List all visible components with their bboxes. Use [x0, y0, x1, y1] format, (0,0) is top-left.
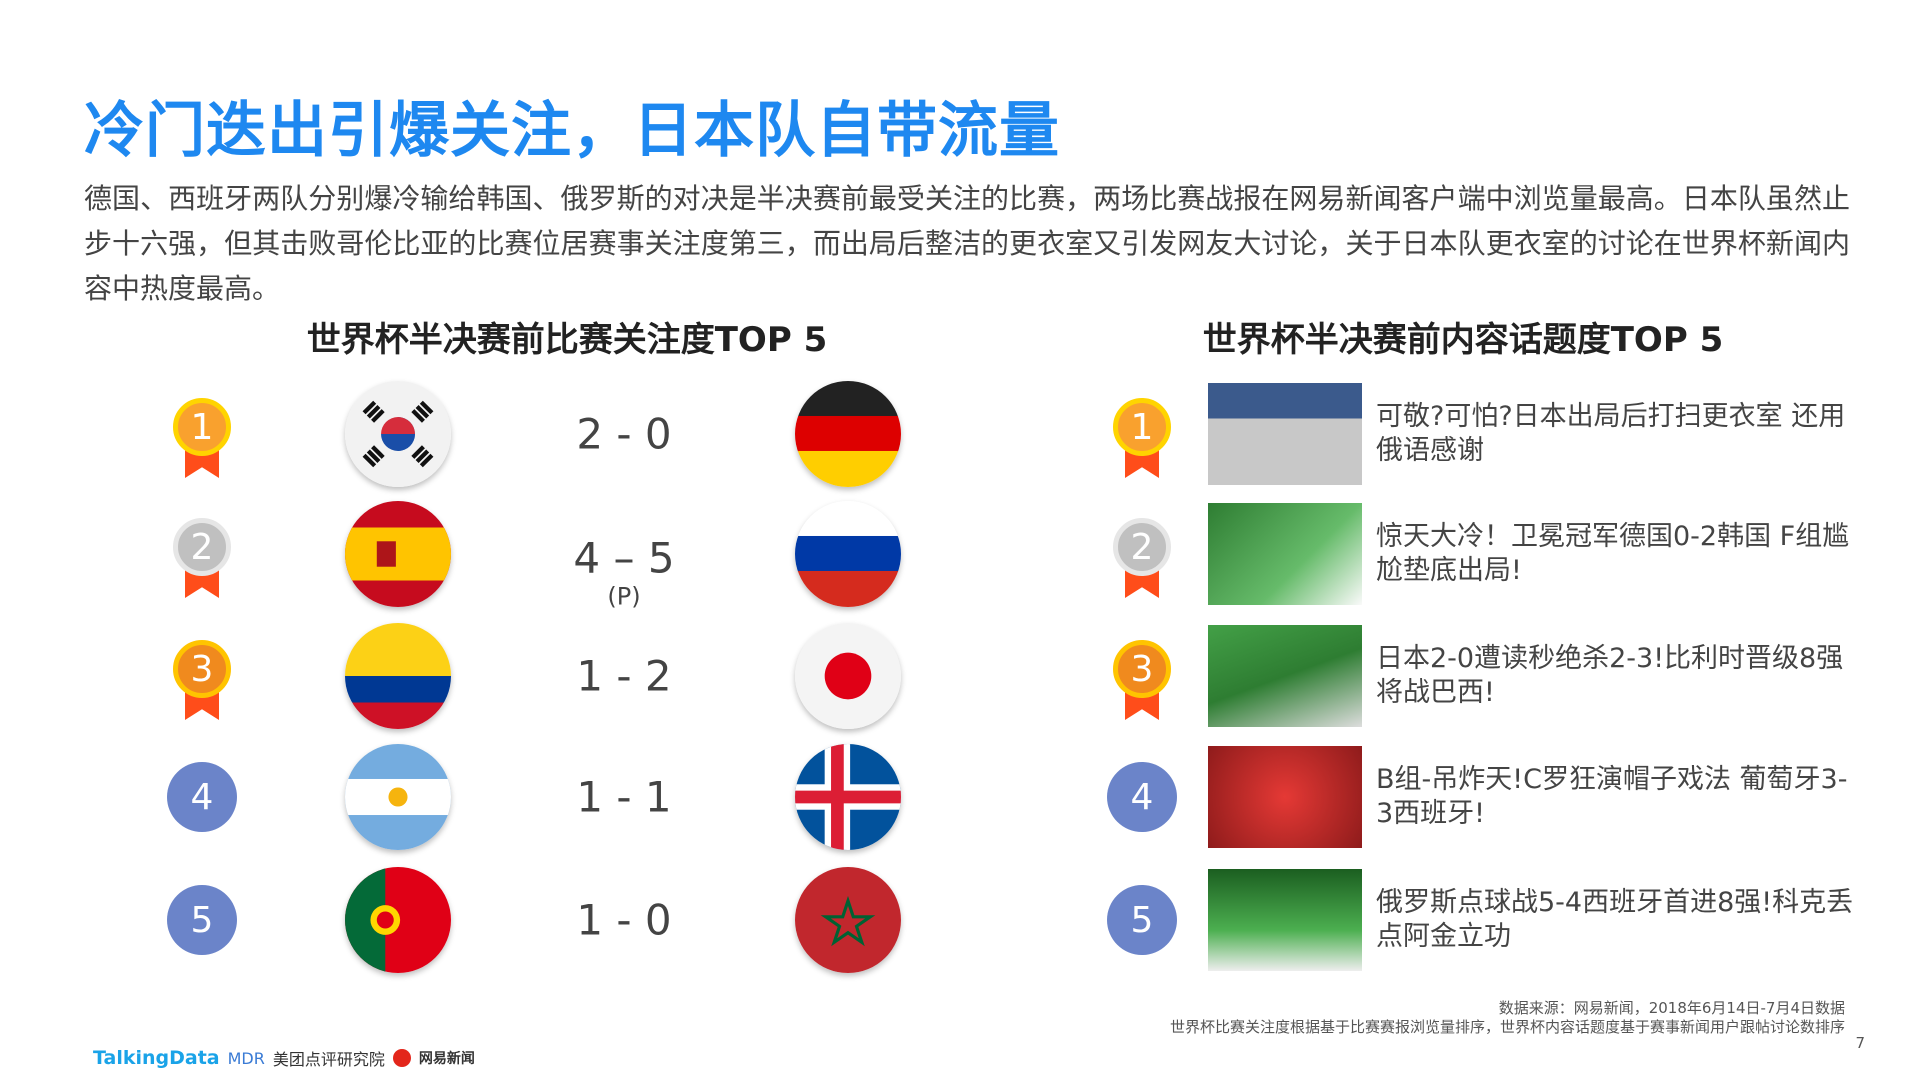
news-headline[interactable]: 可敬?可怕?日本出局后打扫更衣室 还用俄语感谢 — [1376, 401, 1846, 466]
rank-badge: 4 — [167, 762, 237, 832]
news-photo[interactable] — [1208, 503, 1362, 605]
partner-logos: TalkingData MDR 美团点评研究院 网易新闻 — [93, 1046, 475, 1070]
match-score: 4 – 5 (P) — [573, 533, 675, 611]
news-photo[interactable] — [1208, 383, 1362, 485]
netease-icon — [392, 1049, 411, 1067]
medal-icon: 3 — [167, 640, 237, 730]
news-photo[interactable] — [1208, 625, 1362, 727]
match-score: 1 - 2 — [576, 651, 672, 701]
news-headline[interactable]: 俄罗斯点球战5-4西班牙首进8强!科克丢点阿金立功 — [1376, 887, 1854, 952]
right-section-title: 世界杯半决赛前内容话题度TOP 5 — [1202, 320, 1724, 360]
rank-number: 3 — [1113, 640, 1171, 698]
news-headline[interactable]: B组-吊炸天!C罗狂演帽子戏法 葡萄牙3-3西班牙! — [1376, 764, 1848, 829]
medal-icon: 1 — [1107, 398, 1177, 488]
flag-argentina-icon — [345, 744, 451, 850]
netease-logo: 网易新闻 — [418, 1051, 475, 1067]
rank-badge: 5 — [167, 885, 237, 955]
news-photo[interactable] — [1208, 869, 1362, 971]
page-number: 7 — [1855, 1034, 1865, 1052]
news-photo[interactable] — [1208, 746, 1362, 848]
rank-badge: 4 — [1107, 762, 1177, 832]
meituan-logo: 美团点评研究院 — [272, 1050, 385, 1069]
flag-germany-icon — [795, 381, 901, 487]
flag-colombia-icon — [345, 623, 451, 729]
flag-portugal-icon — [345, 867, 451, 973]
mdr-logo: MDR — [227, 1048, 265, 1068]
flag-morocco-icon — [795, 867, 901, 973]
rank-number: 2 — [1113, 518, 1171, 576]
medal-icon: 1 — [167, 398, 237, 488]
penalty-note: (P) — [607, 582, 641, 611]
talkingdata-logo: TalkingData — [93, 1047, 220, 1069]
data-source: 数据来源：网易新闻，2018年6月14日-7月4日数据 — [1498, 999, 1845, 1017]
news-headline[interactable]: 惊天大冷！卫冕冠军德国0-2韩国 F组尴尬垫底出局! — [1376, 521, 1850, 586]
news-headline[interactable]: 日本2-0遭读秒绝杀2-3!比利时晋级8强将战巴西! — [1376, 643, 1844, 708]
flag-russia-icon — [795, 501, 901, 607]
left-section-title: 世界杯半决赛前比赛关注度TOP 5 — [306, 320, 828, 360]
rank-badge: 5 — [1107, 885, 1177, 955]
ranking-note: 世界杯比赛关注度根据基于比赛赛报浏览量排序，世界杯内容话题度基于赛事新闻用户跟帖… — [1169, 1018, 1845, 1036]
medal-icon: 2 — [1107, 518, 1177, 608]
match-score: 1 - 0 — [576, 895, 672, 945]
rank-number: 2 — [173, 518, 231, 576]
rank-number: 1 — [1113, 398, 1171, 456]
medal-icon: 2 — [167, 518, 237, 608]
medal-icon: 3 — [1107, 640, 1177, 730]
rank-number: 3 — [173, 640, 231, 698]
flag-iceland-icon — [795, 744, 901, 850]
flag-japan-icon — [795, 623, 901, 729]
flag-spain-icon — [345, 501, 451, 607]
flag-korea-icon — [345, 381, 451, 487]
page-title: 冷门迭出引爆关注，日本队自带流量 — [84, 96, 1060, 166]
intro-paragraph: 德国、西班牙两队分别爆冷输给韩国、俄罗斯的对决是半决赛前最受关注的比赛，两场比赛… — [84, 182, 1850, 305]
match-score: 2 - 0 — [576, 409, 672, 459]
rank-number: 1 — [173, 398, 231, 456]
match-score: 1 - 1 — [576, 772, 672, 822]
